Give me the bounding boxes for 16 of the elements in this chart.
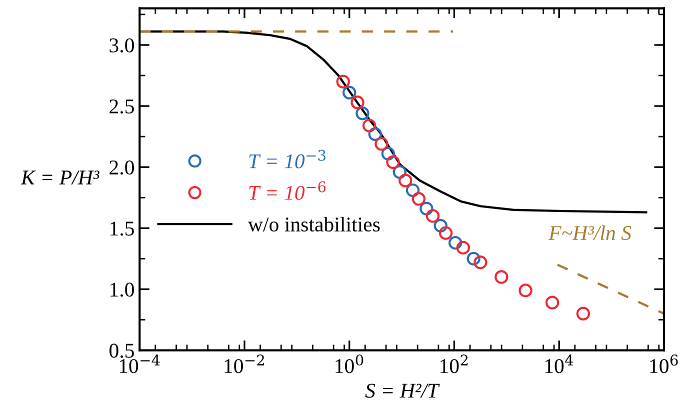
y-tick-label: 2.0: [110, 160, 134, 175]
legend-label: T = 10$^{−3}$: [249, 150, 326, 168]
annotation: F~H³/ln S: [548, 225, 632, 240]
x-axis-title: S = H²/T: [365, 384, 440, 398]
x-tick-label: 10$^{−2}$: [224, 354, 264, 374]
y-tick-label: 1.0: [110, 282, 134, 297]
y-tick-label: 1.5: [110, 222, 134, 236]
x-tick-label: 10$^{2}$: [440, 354, 468, 374]
y-axis-title: K = P/H³: [20, 170, 100, 185]
x-tick-label: 10$^{6}$: [650, 354, 678, 374]
y-tick-label: 3.0: [110, 38, 134, 52]
y-tick-label: 2.5: [110, 99, 134, 114]
x-tick-label: 10$^{0}$: [336, 354, 364, 374]
legend-label: T = 10$^{−6}$: [249, 181, 326, 200]
legend-label: w/o instabilities: [248, 216, 380, 232]
x-tick-label: 10$^{4}$: [545, 354, 574, 374]
